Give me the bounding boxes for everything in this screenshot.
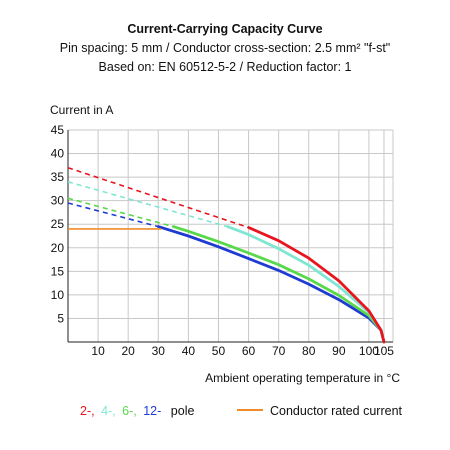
x-tick-label: 60 xyxy=(242,344,256,358)
y-tick-label: 40 xyxy=(51,147,65,161)
y-tick-label: 30 xyxy=(51,194,65,208)
chart-subtitle-spacing: Pin spacing: 5 mm / Conductor cross-sect… xyxy=(59,41,391,55)
y-tick-label: 15 xyxy=(51,264,65,278)
chart-subtitle-standard: Based on: EN 60512-5-2 / Reduction facto… xyxy=(98,60,352,74)
series-line-2-pole-dashed xyxy=(67,166,249,229)
y-tick-label: 35 xyxy=(51,170,65,184)
x-tick-label: 10 xyxy=(91,344,105,358)
legend: 2-, 4-, 6-, 12- pole Conductor rated cur… xyxy=(80,404,403,418)
x-tick-label: 105 xyxy=(374,344,394,358)
y-tick-label: 10 xyxy=(51,288,65,302)
x-tick-label: 40 xyxy=(182,344,196,358)
legend-rated-label: Conductor rated current xyxy=(270,404,403,418)
x-tick-label: 70 xyxy=(272,344,286,358)
y-axis-label: Current in A xyxy=(50,103,113,117)
x-axis-label: Ambient operating temperature in °C xyxy=(205,371,400,385)
legend-pole-2: 2-, xyxy=(80,404,95,418)
chart-series xyxy=(67,166,386,344)
chart-tick-labels: 5 10 15 20 25 30 35 40 45 10 20 30 40 50 60 70 80 90 10010… xyxy=(51,123,395,358)
series-line-4-pole-dashed xyxy=(67,181,228,228)
x-tick-label: 30 xyxy=(152,344,166,358)
chart-title: Current-Carrying Capacity Curve xyxy=(127,22,323,36)
y-tick-label: 5 xyxy=(57,311,64,325)
legend-pole-6: 6-, xyxy=(122,404,137,418)
chart-axes xyxy=(67,130,393,343)
series-line-12-pole-dashed xyxy=(67,202,159,228)
series-line-4-pole xyxy=(226,225,386,344)
y-tick-label: 25 xyxy=(51,217,65,231)
legend-pole-12: 12- xyxy=(143,404,161,418)
y-tick-label: 20 xyxy=(51,241,65,255)
series-line-6-pole-dashed xyxy=(67,197,174,228)
x-tick-label: 20 xyxy=(122,344,136,358)
chart-grid xyxy=(68,129,394,342)
legend-pole-4: 4-, xyxy=(101,404,116,418)
x-tick-label: 100 xyxy=(359,344,379,358)
legend-pole-text: 2-, 4-, 6-, 12- pole xyxy=(80,404,194,418)
x-tick-label: 80 xyxy=(302,344,316,358)
y-tick-label: 45 xyxy=(51,123,65,137)
x-tick-label: 50 xyxy=(212,344,226,358)
x-tick-label: 90 xyxy=(332,344,346,358)
series-line-2-pole xyxy=(247,226,386,344)
legend-pole-suffix: pole xyxy=(171,404,195,418)
